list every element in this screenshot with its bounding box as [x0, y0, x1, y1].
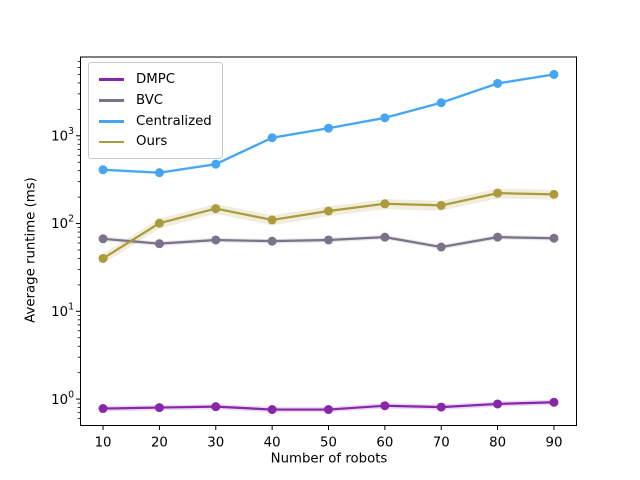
data-point-bvc [380, 232, 390, 242]
legend-line-swatch [99, 78, 124, 81]
legend: DMPC BVC Centralized Ours [88, 62, 223, 159]
data-point-centralized [493, 78, 503, 88]
data-point-ours [98, 253, 108, 263]
data-point-bvc [324, 235, 333, 245]
data-point-dmpc [267, 405, 277, 415]
data-point-dmpc [493, 399, 503, 409]
data-point-bvc [98, 234, 108, 244]
data-point-ours [380, 199, 390, 209]
data-point-ours [267, 215, 277, 225]
data-point-centralized [98, 165, 108, 175]
y-axis-ticks: 100 101 102 103 [51, 126, 81, 408]
data-point-centralized [380, 113, 390, 123]
x-tick-label: 90 [545, 436, 562, 451]
data-point-ours [549, 189, 559, 199]
legend-line-swatch [99, 140, 124, 144]
data-point-dmpc [211, 402, 221, 412]
data-point-ours [154, 218, 164, 228]
x-tick-label: 60 [376, 436, 393, 451]
data-point-ours [324, 206, 333, 216]
data-point-dmpc [98, 404, 108, 414]
data-point-centralized [549, 69, 559, 79]
series-dmpc [98, 397, 559, 415]
y-tick-label: 102 [51, 214, 74, 233]
legend-label: BVC [136, 92, 164, 108]
data-point-dmpc [380, 401, 390, 411]
data-point-bvc [436, 242, 446, 252]
series-ours [98, 188, 559, 263]
data-point-centralized [211, 159, 221, 169]
legend-item-ours: Ours [99, 132, 212, 153]
data-point-dmpc [324, 405, 333, 415]
series-centralized [98, 69, 559, 178]
legend-item-centralized: Centralized [99, 111, 212, 132]
error-band-ours [103, 188, 554, 264]
data-point-ours [493, 188, 503, 198]
data-point-centralized [324, 123, 333, 133]
x-tick-label: 80 [489, 436, 506, 451]
y-tick-label: 101 [51, 302, 74, 321]
legend-item-bvc: BVC [99, 90, 212, 111]
data-point-bvc [267, 236, 277, 246]
x-tick-label: 10 [95, 436, 112, 451]
error-band-centralized [103, 72, 554, 175]
legend-item-dmpc: DMPC [99, 69, 212, 90]
data-point-dmpc [436, 402, 446, 412]
legend-label: Ours [136, 134, 168, 150]
data-point-ours [436, 200, 446, 210]
data-point-centralized [436, 98, 446, 108]
data-point-bvc [549, 233, 559, 243]
data-point-bvc [211, 235, 221, 245]
data-point-centralized [154, 168, 164, 178]
y-axis-label: Average runtime (ms) [23, 177, 39, 323]
series-line-ours [101, 192, 556, 260]
x-tick-label: 40 [264, 436, 281, 451]
legend-label: Centralized [136, 113, 212, 129]
x-tick-label: 20 [151, 436, 168, 451]
x-tick-label: 50 [320, 436, 337, 451]
x-tick-label: 70 [433, 436, 450, 451]
data-point-ours [211, 204, 221, 214]
data-point-dmpc [549, 397, 559, 407]
y-tick-label: 103 [51, 126, 74, 145]
data-point-bvc [154, 239, 164, 249]
series-bvc [98, 232, 559, 252]
y-axis-minor-ticks [77, 61, 81, 419]
y-tick-label: 100 [51, 389, 74, 408]
legend-label: DMPC [136, 71, 176, 87]
data-point-dmpc [154, 403, 164, 413]
data-point-centralized [267, 133, 277, 143]
legend-line-swatch [99, 99, 124, 102]
x-axis-ticks: 10 20 30 40 50 60 70 80 90 [95, 425, 562, 451]
data-point-bvc [493, 232, 503, 242]
x-axis-label: Number of robots [270, 451, 388, 467]
legend-line-swatch [99, 119, 124, 123]
x-tick-label: 30 [207, 436, 224, 451]
